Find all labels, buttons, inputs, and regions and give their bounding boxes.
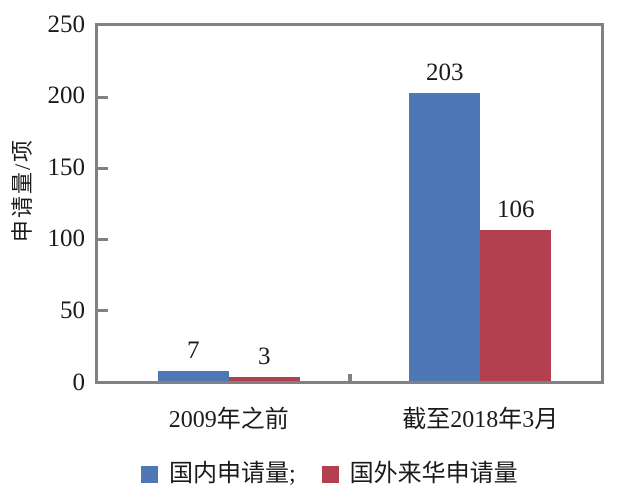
bar-value-label: 7 [187,337,200,365]
legend-label: 国内申请量; [169,461,296,487]
y-tick-label: 100 [47,225,86,253]
legend-swatch-icon [321,465,339,483]
legend-label: 国外来华申请量 [349,461,518,487]
bar-value-label: 203 [426,58,464,86]
plot-area: 7 3 203 106 [95,23,604,384]
y-tick-mark [98,166,108,170]
y-tick-mark [98,308,108,312]
bar-国外来华申请量-截至2018年3月 [480,230,552,381]
bar-国内申请量-截至2018年3月 [409,92,481,381]
y-tick-label: 50 [60,296,85,324]
legend-swatch-icon [141,465,158,483]
bar-国外来华申请量-2009年之前 [228,376,300,381]
bar-value-label: 106 [497,196,535,224]
legend: 国内申请量; 国外来华申请量 [141,461,518,487]
x-category-label: 2009年之前 [168,407,289,433]
y-tick-label: 200 [47,82,86,110]
y-tick-label: 150 [47,153,86,181]
y-tick-label: 0 [72,368,86,396]
y-tick-mark [98,237,108,241]
y-tick-mark [98,95,108,99]
y-tick-label: 250 [47,10,86,38]
legend-item: 国内申请量; [141,461,296,487]
bar-国内申请量-2009年之前 [157,371,229,381]
legend-item: 国外来华申请量 [321,461,518,487]
x-category-label: 截至2018年3月 [402,407,559,433]
x-tick-mark [347,374,352,381]
bar-value-label: 3 [258,342,271,370]
